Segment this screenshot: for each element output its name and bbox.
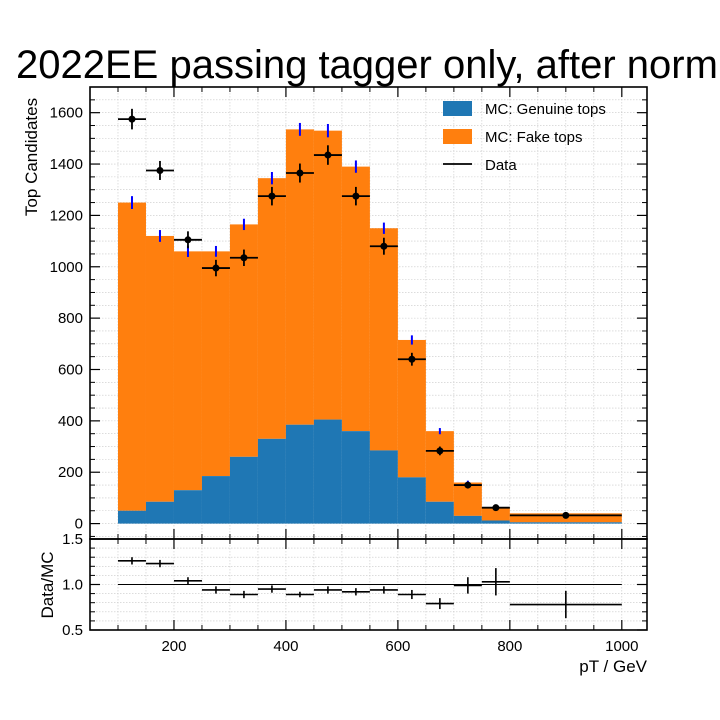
data-point	[212, 264, 220, 272]
ratio-panel: 200 400 600 800 1000 0.5 1.0 1.5 Data/MC pT / G…	[38, 531, 648, 676]
ratio-y-tick-label: 0.5	[62, 622, 83, 639]
legend-label-genuine: MC: Genuine tops	[485, 101, 606, 118]
x-tick-label: 1000	[605, 638, 638, 655]
data-point	[324, 151, 332, 159]
ratio-points	[117, 557, 622, 619]
y-axis-label: Top Candidates	[22, 98, 41, 216]
bar-fake-tops	[117, 202, 146, 511]
data-point	[380, 242, 388, 250]
bar-fake-tops	[425, 431, 454, 502]
legend: MC: Genuine tops MC: Fake tops Data	[443, 101, 606, 174]
bar-genuine-tops	[117, 510, 146, 524]
ratio-y-axis-label: Data/MC	[38, 551, 57, 618]
ratio-ticks: 200 400 600 800 1000 0.5 1.0 1.5	[62, 531, 647, 655]
main-panel: 0 200 400 600 800 1000 1200 1400 1600 Top Candid…	[22, 86, 648, 540]
data-point	[296, 169, 304, 177]
y-tick-label: 800	[58, 310, 83, 327]
bar-genuine-tops	[257, 438, 286, 524]
data-point	[436, 447, 444, 455]
bar-fake-tops	[481, 507, 510, 521]
bar-fake-tops	[341, 166, 370, 432]
legend-label-fake: MC: Fake tops	[485, 129, 583, 146]
x-tick-label: 600	[385, 638, 410, 655]
y-tick-label: 400	[58, 413, 83, 430]
bar-fake-tops	[201, 251, 230, 477]
main-bars	[117, 129, 622, 524]
y-tick-label: 1600	[50, 105, 83, 122]
y-tick-label: 600	[58, 362, 83, 379]
data-point	[240, 254, 248, 262]
legend-swatch-genuine	[443, 101, 472, 116]
data-point	[464, 481, 472, 489]
data-point	[408, 355, 416, 363]
bar-fake-tops	[173, 251, 202, 491]
y-tick-label: 1000	[50, 259, 83, 276]
bar-genuine-tops	[341, 431, 370, 524]
bar-genuine-tops	[173, 490, 202, 524]
x-tick-label: 400	[273, 638, 298, 655]
y-tick-label: 0	[75, 516, 83, 533]
legend-label-data: Data	[485, 157, 517, 174]
bar-fake-tops	[145, 235, 174, 502]
data-point	[184, 236, 192, 244]
x-tick-label: 200	[161, 638, 186, 655]
bar-genuine-tops	[481, 520, 510, 524]
legend-swatch-fake	[443, 129, 472, 144]
bar-genuine-tops	[369, 450, 398, 524]
bar-genuine-tops	[201, 476, 230, 524]
data-point	[562, 511, 570, 519]
main-ticks: 0 200 400 600 800 1000 1200 1400 1600	[50, 86, 647, 539]
chart-title: 2022EE passing tagger only, after norm	[16, 43, 718, 87]
data-point	[156, 166, 164, 174]
bar-genuine-tops	[425, 501, 454, 524]
y-tick-label: 1400	[50, 156, 83, 173]
bar-genuine-tops	[313, 419, 342, 524]
ratio-y-tick-label: 1.5	[62, 531, 83, 548]
bar-genuine-tops	[453, 515, 482, 524]
bar-fake-tops	[313, 130, 342, 420]
bar-genuine-tops	[145, 501, 174, 524]
data-point	[352, 192, 360, 200]
bar-genuine-tops	[397, 477, 426, 524]
x-tick-label: 800	[497, 638, 522, 655]
bar-fake-tops	[257, 178, 286, 439]
y-tick-label: 1200	[50, 207, 83, 224]
bar-genuine-tops	[285, 424, 314, 524]
data-point	[128, 115, 136, 123]
bar-fake-tops	[369, 228, 398, 451]
y-tick-label: 200	[58, 464, 83, 481]
data-point	[268, 192, 276, 200]
x-axis-label: pT / GeV	[579, 657, 647, 676]
data-points	[117, 108, 622, 519]
ratio-y-tick-label: 1.0	[62, 577, 83, 594]
bar-genuine-tops	[229, 456, 258, 524]
data-point	[492, 504, 500, 512]
bar-genuine-tops	[509, 522, 622, 524]
